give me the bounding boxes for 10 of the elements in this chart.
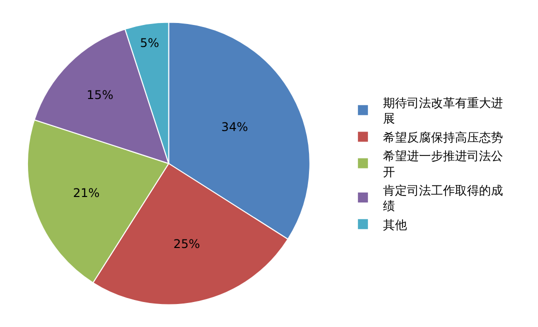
data-label: 25% (173, 237, 200, 252)
legend-label: 希望进一步推进司法公开 (382, 149, 503, 179)
data-label: 34% (221, 120, 248, 134)
legend-label: 期待司法改革有重大进展 (382, 96, 503, 126)
legend-label: 其他 (382, 218, 407, 232)
data-label: 5% (140, 36, 160, 50)
data-label: 15% (86, 88, 114, 102)
legend-label: 肯定司法工作取得的成绩 (382, 183, 503, 213)
data-label: 21% (72, 186, 100, 200)
legend-label: 希望反腐保持高压态势 (382, 130, 503, 144)
